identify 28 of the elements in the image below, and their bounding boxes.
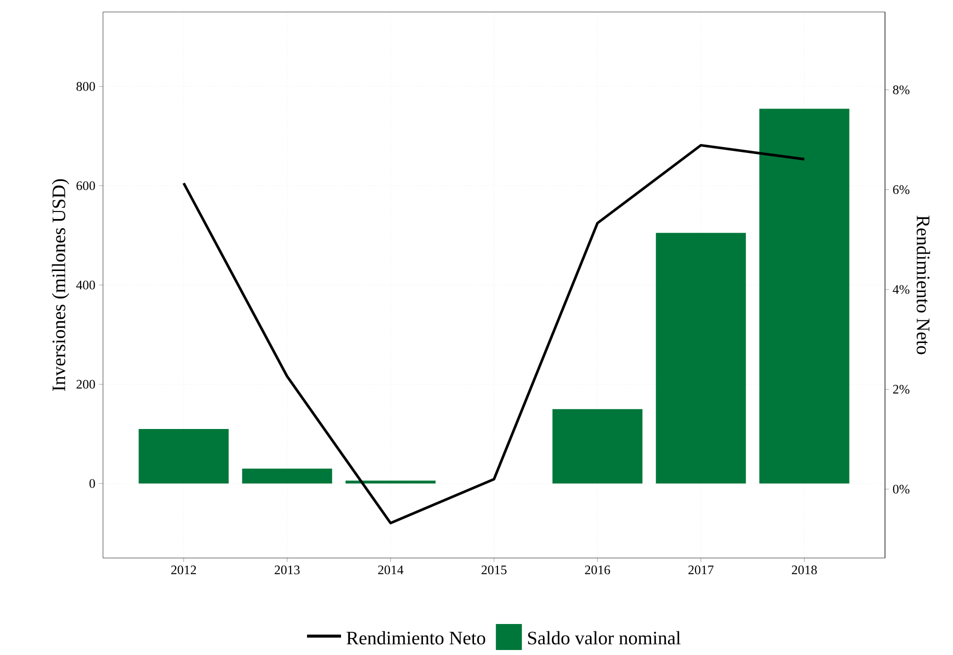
x-tick-label: 2016 [585, 566, 610, 574]
y-tick-label: 400 [76, 280, 95, 290]
legend-label: Rendimiento Neto [346, 631, 486, 644]
y2-tick-label: 2% [893, 384, 910, 394]
bar [552, 409, 642, 484]
y-tick-label: 800 [76, 82, 95, 91]
y2-tick-label: 0% [893, 484, 910, 494]
bar [759, 108, 850, 484]
bar [656, 232, 746, 484]
x-tick-label: 2017 [688, 566, 714, 574]
x-tick-label: 2012 [171, 566, 196, 574]
y2-tick-label: 6% [893, 185, 910, 194]
x-tick-label: 2013 [274, 566, 300, 574]
legend-label: Saldo valor nominal [528, 631, 681, 644]
y2-axis-title: Rendimiento Neto [916, 216, 930, 354]
y2-tick-label: 8% [893, 85, 910, 94]
x-tick-label: 2015 [482, 566, 507, 574]
x-tick-label: 2018 [792, 566, 817, 574]
y2-tick-label: 4% [892, 285, 910, 294]
y-tick-label: 200 [76, 380, 95, 389]
bar [242, 468, 332, 484]
x-tick-label: 2014 [378, 566, 404, 574]
bar [138, 428, 229, 484]
bar [346, 480, 436, 484]
y-tick-label: 600 [76, 181, 95, 190]
line-series [182, 144, 806, 524]
y-axis-title: Inversiones (millones USD) [52, 179, 70, 391]
y-tick-label: 0 [89, 479, 95, 488]
